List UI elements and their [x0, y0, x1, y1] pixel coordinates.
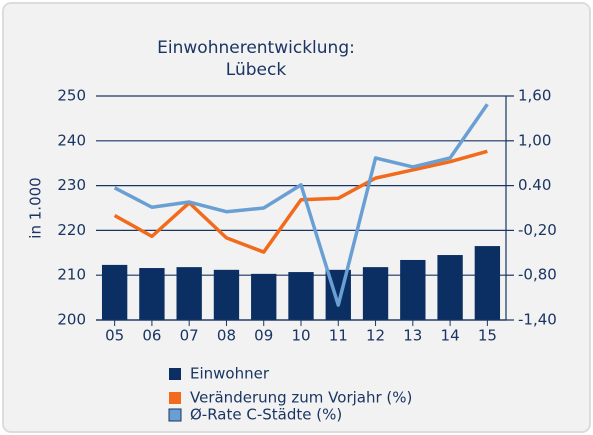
bar	[176, 267, 202, 320]
line	[113, 149, 488, 254]
bar	[213, 269, 240, 320]
bar	[288, 272, 314, 320]
x-tick-label: 05	[105, 327, 124, 345]
line	[113, 103, 489, 307]
x-tick-label: 06	[142, 327, 161, 345]
x-tick-label: 13	[403, 327, 422, 345]
y2-tick-label: -0,20	[518, 221, 557, 239]
bar	[474, 246, 501, 320]
legend-label: Einwohner	[190, 365, 270, 383]
chart-subtitle: Lübeck	[226, 60, 287, 80]
y-axis-label: in 1.000	[27, 177, 45, 238]
legend-swatch	[169, 368, 181, 380]
x-tick-label: 07	[180, 327, 199, 345]
bar	[400, 259, 426, 320]
bar	[139, 268, 165, 320]
bar	[251, 273, 277, 320]
legend-swatch	[169, 392, 181, 404]
y-tick-label: 250	[57, 87, 86, 105]
legend-label: Ø-Rate C-Städte (%)	[190, 406, 342, 424]
y-tick-label: 220	[57, 221, 86, 239]
legend-swatch	[168, 408, 182, 422]
y2-tick-label: 0.40	[518, 176, 551, 194]
x-tick-label: 08	[217, 327, 236, 345]
x-tick-label: 09	[254, 327, 273, 345]
y-tick-label: 230	[57, 176, 86, 194]
y-tick-label: 240	[57, 131, 86, 149]
y-tick-label: 210	[57, 266, 86, 284]
y2-tick-label: 1,00	[518, 131, 551, 149]
bar	[101, 264, 128, 320]
x-tick-label: 14	[441, 327, 460, 345]
x-tick-label: 11	[329, 327, 348, 345]
legend-label: Veränderung zum Vorjahr (%)	[190, 389, 412, 407]
y2-tick-label: -0,80	[518, 266, 557, 284]
x-tick-label: 10	[291, 327, 310, 345]
y-tick-label: 200	[57, 311, 86, 329]
bar	[437, 255, 463, 320]
chart-title: Einwohnerentwicklung:	[157, 38, 355, 58]
x-tick-label: 12	[366, 327, 385, 345]
y2-tick-label: -1,40	[518, 311, 557, 329]
bar	[362, 267, 389, 320]
x-tick-label: 15	[478, 327, 497, 345]
y2-tick-label: 1,60	[518, 87, 551, 105]
